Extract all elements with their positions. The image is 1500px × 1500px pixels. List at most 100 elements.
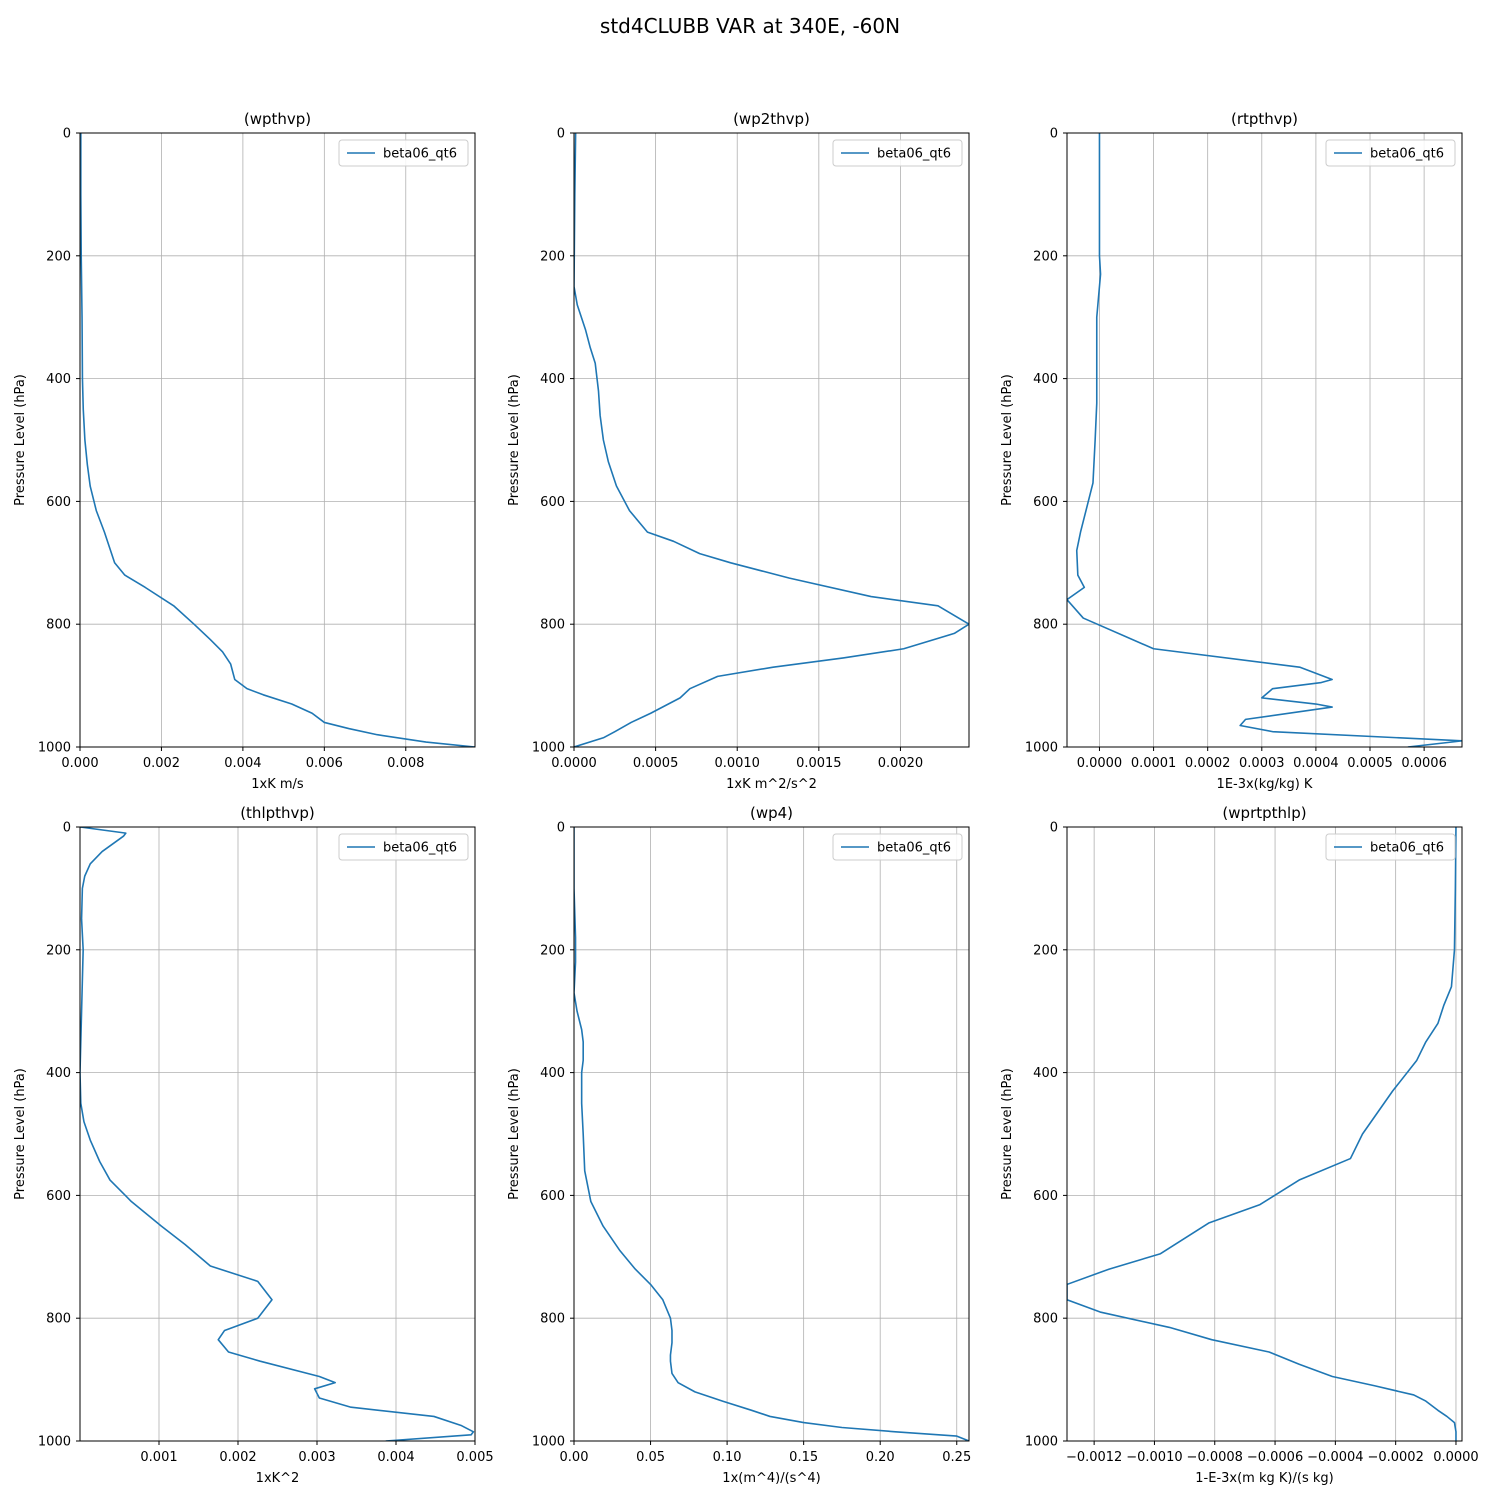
y-tick-label: 600 (540, 1189, 565, 1204)
y-axis-label: Pressure Level (hPa) (13, 374, 28, 506)
panel-title: (wpthvp) (244, 110, 311, 128)
y-tick-label: 1000 (532, 1435, 565, 1450)
series-line-1 (80, 133, 475, 747)
x-tick-label: 0.000 (61, 756, 98, 771)
y-tick-label: 600 (540, 495, 565, 510)
y-tick-label: 800 (540, 618, 565, 633)
x-tick-label: −0.0008 (1187, 1450, 1243, 1465)
chart-panel-6: −0.0012 −0.0010 −0.0008 −0.0006 −0.0004 −0.00… (1000, 804, 1479, 1486)
legend-box (338, 139, 469, 167)
x-axis-label: 1-E-3x(m kg K)/(s kg) (1195, 1471, 1333, 1486)
legend-box (1325, 139, 1456, 167)
x-tick-label: 0.0005 (1347, 756, 1393, 771)
y-tick-label: 1000 (1025, 1435, 1058, 1450)
y-tick-label: 200 (1033, 943, 1058, 958)
series-line-1 (80, 827, 475, 1441)
x-tick-label: 0.0002 (1185, 756, 1231, 771)
series-line-1 (574, 827, 969, 1441)
x-axis-label: 1xK m^2/s^2 (726, 777, 817, 792)
x-tick-label: 0.0015 (796, 756, 842, 771)
x-tick-label: 0.05 (636, 1450, 665, 1465)
legend: beta06_qt6 (1325, 139, 1456, 167)
x-tick-label: −0.0004 (1307, 1450, 1363, 1465)
series-line-1 (574, 133, 969, 747)
x-axis-label: 1x(m^4)/(s^4) (722, 1471, 820, 1486)
panel-title: (thlpthvp) (240, 804, 315, 822)
y-tick-label: 800 (1033, 618, 1058, 633)
chart-panel-3: 0.0000 0.0001 0.0002 0.0003 0.0004 0.0005 0.00… (1000, 110, 1463, 792)
y-tick-label: 1000 (1025, 741, 1058, 756)
panel-title: (rtpthvp) (1231, 110, 1298, 128)
legend: beta06_qt6 (1325, 833, 1456, 861)
y-tick-label: 200 (46, 943, 71, 958)
legend: beta06_qt6 (832, 139, 963, 167)
y-tick-label: 800 (540, 1312, 565, 1327)
legend-box (832, 833, 963, 861)
x-tick-label: 0.004 (224, 756, 261, 771)
y-tick-label: 0 (557, 821, 565, 836)
plot-frame (79, 132, 476, 748)
x-tick-label: 0.0000 (1077, 756, 1123, 771)
y-tick-label: 600 (1033, 495, 1058, 510)
plot-frame (573, 826, 970, 1442)
y-tick-label: 400 (540, 1066, 565, 1081)
x-tick-label: 0.0000 (1433, 1450, 1479, 1465)
y-axis-label: Pressure Level (hPa) (1000, 374, 1015, 506)
legend-label: beta06_qt6 (1370, 147, 1444, 162)
y-tick-label: 800 (46, 618, 71, 633)
chart-panel-1: 0.000 0.002 0.004 0.006 0.008 0 200 400 600 800 10… (13, 110, 476, 792)
x-tick-label: −0.0010 (1126, 1450, 1182, 1465)
chart-panel-4: 0.001 0.002 0.003 0.004 0.005 0 200 400 600 800 10… (13, 804, 494, 1486)
chart-panel-2: 0.0000 0.0005 0.0010 0.0015 0.0020 0 200 400 600… (507, 110, 970, 792)
legend-label: beta06_qt6 (877, 841, 951, 856)
x-tick-label: 0.00 (560, 1450, 589, 1465)
x-tick-label: 0.0004 (1293, 756, 1339, 771)
legend: beta06_qt6 (338, 139, 469, 167)
x-tick-label: 0.0000 (551, 756, 597, 771)
x-tick-label: 0.0010 (714, 756, 760, 771)
y-axis-label: Pressure Level (hPa) (1000, 1068, 1015, 1200)
y-tick-label: 1000 (38, 741, 71, 756)
panel-title: (wp4) (750, 804, 793, 822)
x-tick-label: 0.003 (298, 1450, 335, 1465)
y-axis-label: Pressure Level (hPa) (507, 1068, 522, 1200)
x-tick-label: 0.20 (866, 1450, 895, 1465)
y-tick-label: 600 (46, 495, 71, 510)
plot-frame (573, 132, 970, 748)
x-tick-label: 0.001 (140, 1450, 177, 1465)
x-tick-label: −0.0012 (1066, 1450, 1122, 1465)
y-tick-label: 200 (46, 249, 71, 264)
y-tick-label: 0 (1050, 127, 1058, 142)
legend-label: beta06_qt6 (383, 147, 457, 162)
y-tick-label: 0 (63, 821, 71, 836)
y-tick-label: 0 (63, 127, 71, 142)
y-tick-label: 400 (1033, 372, 1058, 387)
y-tick-label: 400 (46, 1066, 71, 1081)
y-tick-label: 800 (46, 1312, 71, 1327)
x-tick-label: 0.002 (143, 756, 180, 771)
figure-title: std4CLUBB VAR at 340E, -60N (599, 14, 901, 38)
y-tick-label: 0 (557, 127, 565, 142)
x-tick-label: 0.10 (713, 1450, 742, 1465)
y-tick-label: 400 (46, 372, 71, 387)
chart-panel-5: 0.00 0.05 0.10 0.15 0.20 0.25 0 200 400 600 800 100… (507, 804, 971, 1486)
y-tick-label: 400 (1033, 1066, 1058, 1081)
legend-box (338, 833, 469, 861)
x-axis-label: 1xK m/s (251, 777, 304, 792)
x-axis-label: 1E-3x(kg/kg) K (1217, 777, 1313, 792)
x-tick-label: 0.0020 (878, 756, 924, 771)
series-line-1 (1067, 827, 1457, 1441)
y-tick-label: 200 (540, 943, 565, 958)
x-tick-label: 0.006 (306, 756, 343, 771)
y-tick-label: 600 (1033, 1189, 1058, 1204)
legend-box (1325, 833, 1456, 861)
y-tick-label: 400 (540, 372, 565, 387)
plot-frame (1066, 132, 1463, 748)
x-tick-label: 0.15 (789, 1450, 818, 1465)
series-line-1 (1067, 133, 1462, 747)
x-tick-label: 0.25 (942, 1450, 971, 1465)
y-tick-label: 1000 (532, 741, 565, 756)
x-tick-label: 0.0006 (1401, 756, 1447, 771)
x-tick-label: 0.0005 (633, 756, 679, 771)
